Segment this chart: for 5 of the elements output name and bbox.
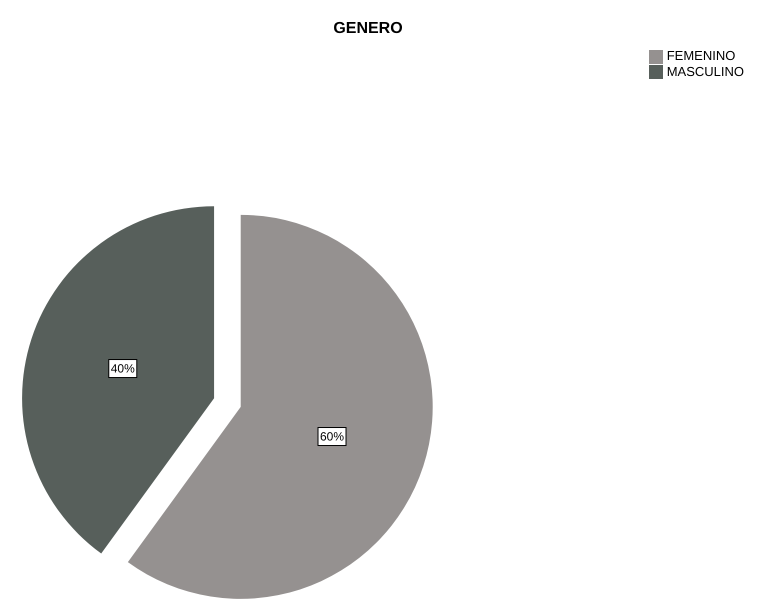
legend-label: FEMENINO xyxy=(666,48,736,63)
legend-label: MASCULINO xyxy=(666,64,744,79)
data-label: 60% xyxy=(320,430,344,444)
data-label: 40% xyxy=(110,362,136,376)
chart-title: GENERO xyxy=(332,20,404,38)
